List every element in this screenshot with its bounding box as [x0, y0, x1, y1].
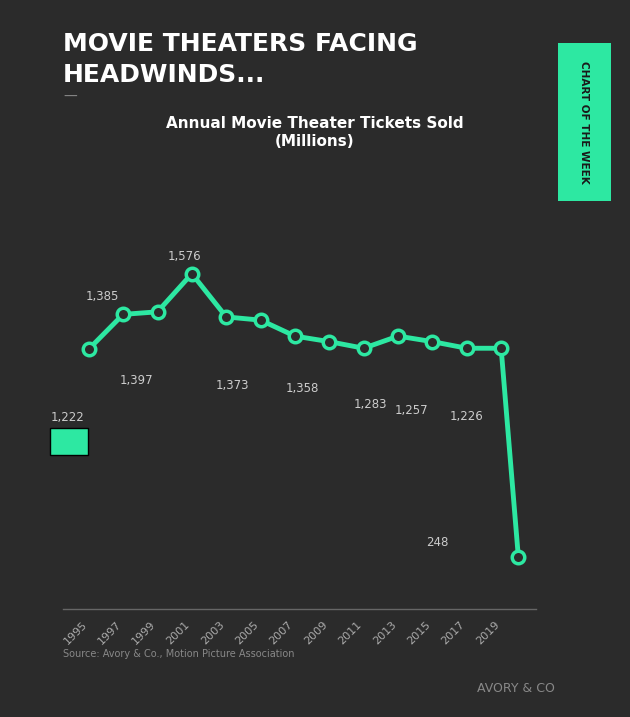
- Text: 1,373: 1,373: [216, 379, 249, 392]
- Text: MOVIE THEATERS FACING: MOVIE THEATERS FACING: [63, 32, 418, 56]
- Text: 1,397: 1,397: [120, 374, 154, 387]
- Text: AVORY & CO: AVORY & CO: [476, 683, 554, 695]
- Text: CHART OF THE WEEK: CHART OF THE WEEK: [580, 60, 589, 184]
- Text: 1,283: 1,283: [353, 399, 387, 412]
- Text: 1,226: 1,226: [450, 410, 483, 424]
- Text: —: —: [63, 90, 77, 105]
- Text: 1,385: 1,385: [86, 290, 119, 303]
- Text: Annual Movie Theater Tickets Sold
(Millions): Annual Movie Theater Tickets Sold (Milli…: [166, 116, 464, 148]
- Text: Source: Avory & Co., Motion Picture Association: Source: Avory & Co., Motion Picture Asso…: [63, 649, 294, 659]
- Text: 1,358: 1,358: [285, 382, 319, 395]
- Text: HEADWINDS...: HEADWINDS...: [63, 63, 265, 87]
- Text: 1,257: 1,257: [395, 404, 428, 417]
- Text: 248: 248: [427, 536, 449, 549]
- Text: 1,222: 1,222: [51, 412, 85, 424]
- Text: 1,576: 1,576: [168, 250, 202, 263]
